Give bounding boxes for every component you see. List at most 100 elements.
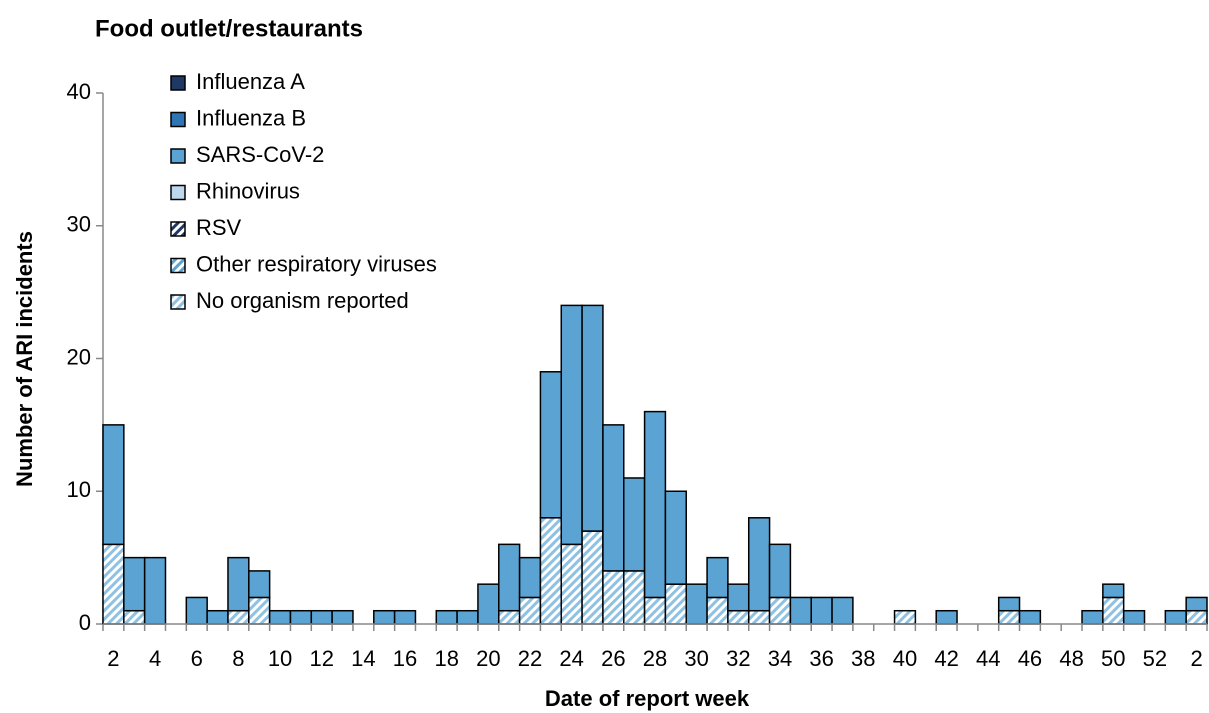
bar-segment (768, 543, 792, 599)
x-tick-label: 36 (809, 646, 833, 671)
legend-swatch (170, 294, 186, 310)
bar-segment (1122, 609, 1146, 625)
bar-segment (935, 609, 958, 625)
y-tick-label: 40 (67, 79, 91, 104)
bar-segment (1164, 609, 1187, 625)
bar-segment (623, 477, 646, 572)
bar-segment (602, 424, 625, 572)
y-tick-label: 20 (67, 344, 91, 369)
bar-segment (310, 609, 333, 625)
x-tick-label: 14 (351, 646, 375, 671)
bar-segment (539, 371, 563, 519)
bar-segment (602, 570, 625, 625)
bar-segment (747, 609, 771, 625)
legend-swatch (170, 257, 186, 274)
bar-segment (498, 609, 521, 625)
bar-segment (1185, 596, 1208, 612)
legend-label: Influenza A (196, 69, 305, 94)
bar-segment (1102, 596, 1125, 625)
legend-swatch (170, 148, 186, 164)
bar-segment (727, 583, 750, 612)
x-tick-label: 26 (601, 646, 625, 671)
bar-segment (685, 583, 708, 625)
bar-segment (706, 596, 729, 625)
bar-segment (518, 556, 542, 599)
x-tick-label: 32 (726, 646, 750, 671)
bar-segment (373, 609, 396, 625)
bar-segment (435, 609, 458, 625)
legend-swatch (170, 111, 186, 128)
legend-swatch (170, 221, 186, 237)
x-tick-label: 28 (643, 646, 667, 671)
bar-segment (227, 556, 250, 612)
x-tick-label: 52 (1143, 646, 1167, 671)
x-tick-label: 2 (1190, 646, 1202, 671)
bar-segment (102, 424, 125, 546)
legend-label: SARS-CoV-2 (196, 142, 324, 167)
bar-segment (623, 570, 646, 625)
legend-label: Rhinovirus (196, 178, 300, 203)
x-tick-label: 42 (934, 646, 958, 671)
bar-segment (664, 490, 687, 585)
bar-segment (289, 609, 313, 625)
bar-segment (143, 556, 167, 625)
bar-segment (706, 556, 729, 599)
x-tick-label: 30 (684, 646, 708, 671)
bar-segment (1185, 609, 1208, 625)
x-tick-label: 16 (393, 646, 417, 671)
bar-segment (664, 583, 687, 625)
x-tick-label: 48 (1059, 646, 1083, 671)
bar-segment (560, 304, 583, 546)
legend-label: RSV (196, 215, 242, 240)
bar-segment (123, 556, 146, 612)
bar-segment (581, 530, 604, 625)
x-tick-label: 50 (1101, 646, 1125, 671)
bar-segment (1018, 609, 1042, 625)
bar-segment (331, 609, 354, 625)
x-tick-label: 8 (232, 646, 244, 671)
bar-segment (997, 596, 1021, 612)
x-tick-label: 12 (309, 646, 333, 671)
x-tick-label: 22 (518, 646, 542, 671)
legend-label: Influenza B (196, 105, 306, 130)
x-tick-label: 46 (1018, 646, 1042, 671)
bar-segment (539, 517, 563, 625)
bar-segment (393, 609, 417, 625)
bar-segment (102, 543, 125, 625)
legend-swatch (170, 184, 186, 201)
x-tick-label: 38 (851, 646, 875, 671)
bar-segment (643, 410, 667, 599)
y-tick-label: 0 (79, 610, 91, 635)
x-tick-label: 34 (768, 646, 792, 671)
x-tick-label: 44 (976, 646, 1000, 671)
x-tick-label: 10 (268, 646, 292, 671)
legend-label: Other respiratory viruses (196, 251, 437, 276)
bar-segment (206, 609, 229, 625)
bar-segment (123, 609, 146, 625)
x-tick-label: 2 (107, 646, 119, 671)
legend-label: No organism reported (196, 288, 409, 313)
bar-segment (1102, 583, 1125, 599)
bar-segment (227, 609, 250, 625)
bar-segment (498, 543, 521, 612)
bar-segment (518, 596, 542, 625)
bar-segment (747, 517, 771, 612)
bar-segment (789, 596, 812, 625)
bar-segment (810, 596, 833, 625)
x-tick-label: 6 (191, 646, 203, 671)
bar-segment (456, 609, 479, 625)
x-tick-label: 18 (434, 646, 458, 671)
bar-segment (248, 596, 271, 625)
bar-segment (643, 596, 667, 625)
bar-segment (560, 543, 583, 625)
x-tick-label: 40 (893, 646, 917, 671)
y-tick-label: 10 (67, 477, 91, 502)
bar-segment (997, 609, 1021, 625)
bar-segment (768, 596, 792, 625)
bar-segment (1081, 609, 1104, 625)
bar-segment (477, 583, 500, 625)
bar-segment (185, 596, 208, 625)
x-tick-label: 24 (559, 646, 583, 671)
y-axis-label: Number of ARI incidents (12, 231, 37, 487)
bar-segment (268, 609, 292, 625)
